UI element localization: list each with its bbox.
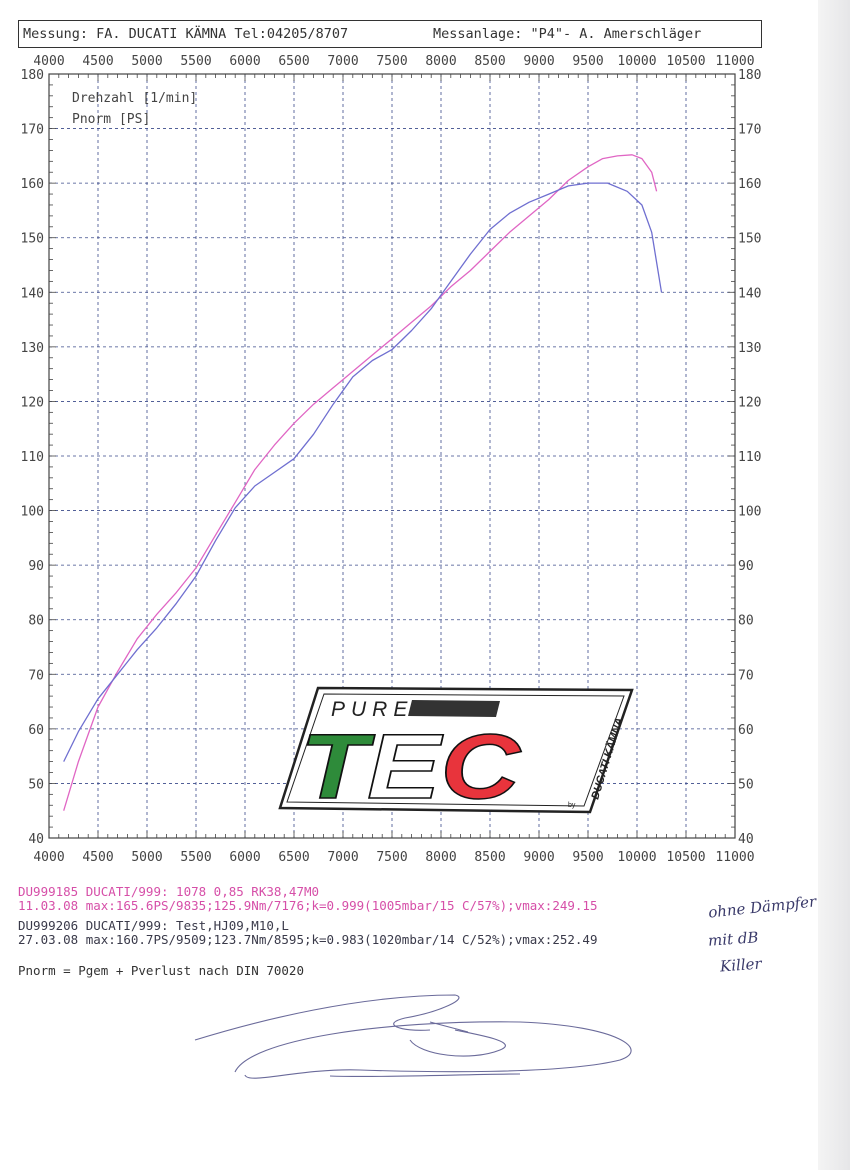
logo-letter-t: T xyxy=(300,716,375,818)
y-tick-label-left: 150 xyxy=(21,232,44,247)
y-tick-label-left: 40 xyxy=(28,832,44,847)
logo-pure-text: PURE xyxy=(331,698,413,721)
y-tick-label-left: 70 xyxy=(28,668,44,683)
y-axis-label: Pnorm [PS] xyxy=(72,112,150,127)
handwritten-note-3: Killer xyxy=(719,954,763,976)
run1-header: DU999185 DUCATI/999: 1078 0,85 RK38,47M0 xyxy=(18,884,320,899)
x-tick-label-top: 6500 xyxy=(278,54,309,69)
x-tick-label-top: 9500 xyxy=(572,54,603,69)
chart-series xyxy=(63,154,663,811)
x-tick-label-top: 10500 xyxy=(666,54,705,69)
y-tick-label-left: 170 xyxy=(21,123,44,138)
y-tick-label-right: 50 xyxy=(738,777,754,792)
y-tick-label-left: 100 xyxy=(21,505,44,520)
y-tick-label-right: 70 xyxy=(738,668,754,683)
logo-letter-c: C xyxy=(441,716,522,818)
x-tick-label-top: 4000 xyxy=(33,54,64,69)
x-tick-label-top: 7000 xyxy=(327,54,358,69)
y-tick-label-right: 40 xyxy=(738,832,754,847)
y-tick-label-left: 90 xyxy=(28,559,44,574)
x-tick-label-bottom: 7500 xyxy=(376,850,407,865)
x-tick-label-top: 8000 xyxy=(425,54,456,69)
x-tick-label-top: 5000 xyxy=(131,54,162,69)
y-tick-label-left: 160 xyxy=(21,177,44,192)
x-tick-label-top: 5500 xyxy=(180,54,211,69)
x-tick-label-top: 10000 xyxy=(617,54,656,69)
y-tick-label-left: 130 xyxy=(21,341,44,356)
y-tick-label-right: 140 xyxy=(738,286,761,301)
x-tick-label-bottom: 6000 xyxy=(229,850,260,865)
y-tick-label-right: 90 xyxy=(738,559,754,574)
x-tick-label-bottom: 4500 xyxy=(82,850,113,865)
y-tick-label-left: 140 xyxy=(21,286,44,301)
x-tick-label-bottom: 8000 xyxy=(425,850,456,865)
header-test-bench-info: Messanlage: "P4"- A. Amerschläger xyxy=(433,26,702,42)
y-tick-label-right: 100 xyxy=(738,505,761,520)
y-tick-label-left: 180 xyxy=(21,68,44,83)
y-tick-label-right: 130 xyxy=(738,341,761,356)
x-axis-label: Drehzahl [1/min] xyxy=(72,91,197,106)
y-tick-label-left: 50 xyxy=(28,777,44,792)
y-tick-label-right: 120 xyxy=(738,395,761,410)
y-tick-label-right: 160 xyxy=(738,177,761,192)
x-tick-label-top: 11000 xyxy=(715,54,754,69)
y-tick-label-right: 180 xyxy=(738,68,761,83)
run1-stats: 11.03.08 max:165.6PS/9835;125.9Nm/7176;k… xyxy=(18,898,598,913)
y-tick-label-right: 60 xyxy=(738,723,754,738)
x-tick-label-top: 4500 xyxy=(82,54,113,69)
formula-footnote: Pnorm = Pgem + Pverlust nach DIN 70020 xyxy=(18,963,304,978)
x-tick-label-bottom: 7000 xyxy=(327,850,358,865)
scanned-page-edge xyxy=(818,0,850,1170)
x-tick-label-top: 9000 xyxy=(523,54,554,69)
y-tick-label-right: 170 xyxy=(738,123,761,138)
logo-bar-icon xyxy=(408,700,500,717)
x-tick-label-bottom: 9000 xyxy=(523,850,554,865)
x-tick-label-top: 7500 xyxy=(376,54,407,69)
x-tick-label-bottom: 10500 xyxy=(666,850,705,865)
x-tick-label-bottom: 5500 xyxy=(180,850,211,865)
handwritten-note-2: mit dB xyxy=(707,928,760,950)
x-tick-label-bottom: 5000 xyxy=(131,850,162,865)
y-tick-label-right: 110 xyxy=(738,450,761,465)
y-tick-label-left: 120 xyxy=(21,395,44,410)
x-tick-label-bottom: 10000 xyxy=(617,850,656,865)
logo-letter-e: E xyxy=(367,716,444,818)
chart-ticks: 4000 4000 4500 4500 5000 5000 5500 5500 6000 6000… xyxy=(21,54,762,865)
x-tick-label-bottom: 11000 xyxy=(715,850,754,865)
y-tick-label-left: 60 xyxy=(28,723,44,738)
x-tick-label-bottom: 8500 xyxy=(474,850,505,865)
y-tick-label-right: 150 xyxy=(738,232,761,247)
plot-frame xyxy=(48,73,736,839)
x-tick-label-top: 6000 xyxy=(229,54,260,69)
series-line-2 xyxy=(63,182,663,762)
y-tick-label-right: 80 xyxy=(738,614,754,629)
x-tick-label-bottom: 9500 xyxy=(572,850,603,865)
signature-scribble xyxy=(194,994,632,1079)
run2-header: DU999206 DUCATI/999: Test,HJ09,M10,L xyxy=(18,918,289,933)
y-tick-label-left: 80 xyxy=(28,614,44,629)
x-tick-label-bottom: 6500 xyxy=(278,850,309,865)
logo-by-text: by xyxy=(568,802,576,809)
run2-stats: 27.03.08 max:160.7PS/9509;123.7Nm/8595;k… xyxy=(18,932,598,947)
series-line-1 xyxy=(63,154,658,811)
measurement-header: Messung: FA. DUCATI KÄMNA Tel:04205/8707… xyxy=(18,20,762,48)
x-tick-label-top: 8500 xyxy=(474,54,505,69)
header-company-info: Messung: FA. DUCATI KÄMNA Tel:04205/8707 xyxy=(23,26,349,42)
y-tick-label-left: 110 xyxy=(21,450,44,465)
x-tick-label-bottom: 4000 xyxy=(33,850,64,865)
